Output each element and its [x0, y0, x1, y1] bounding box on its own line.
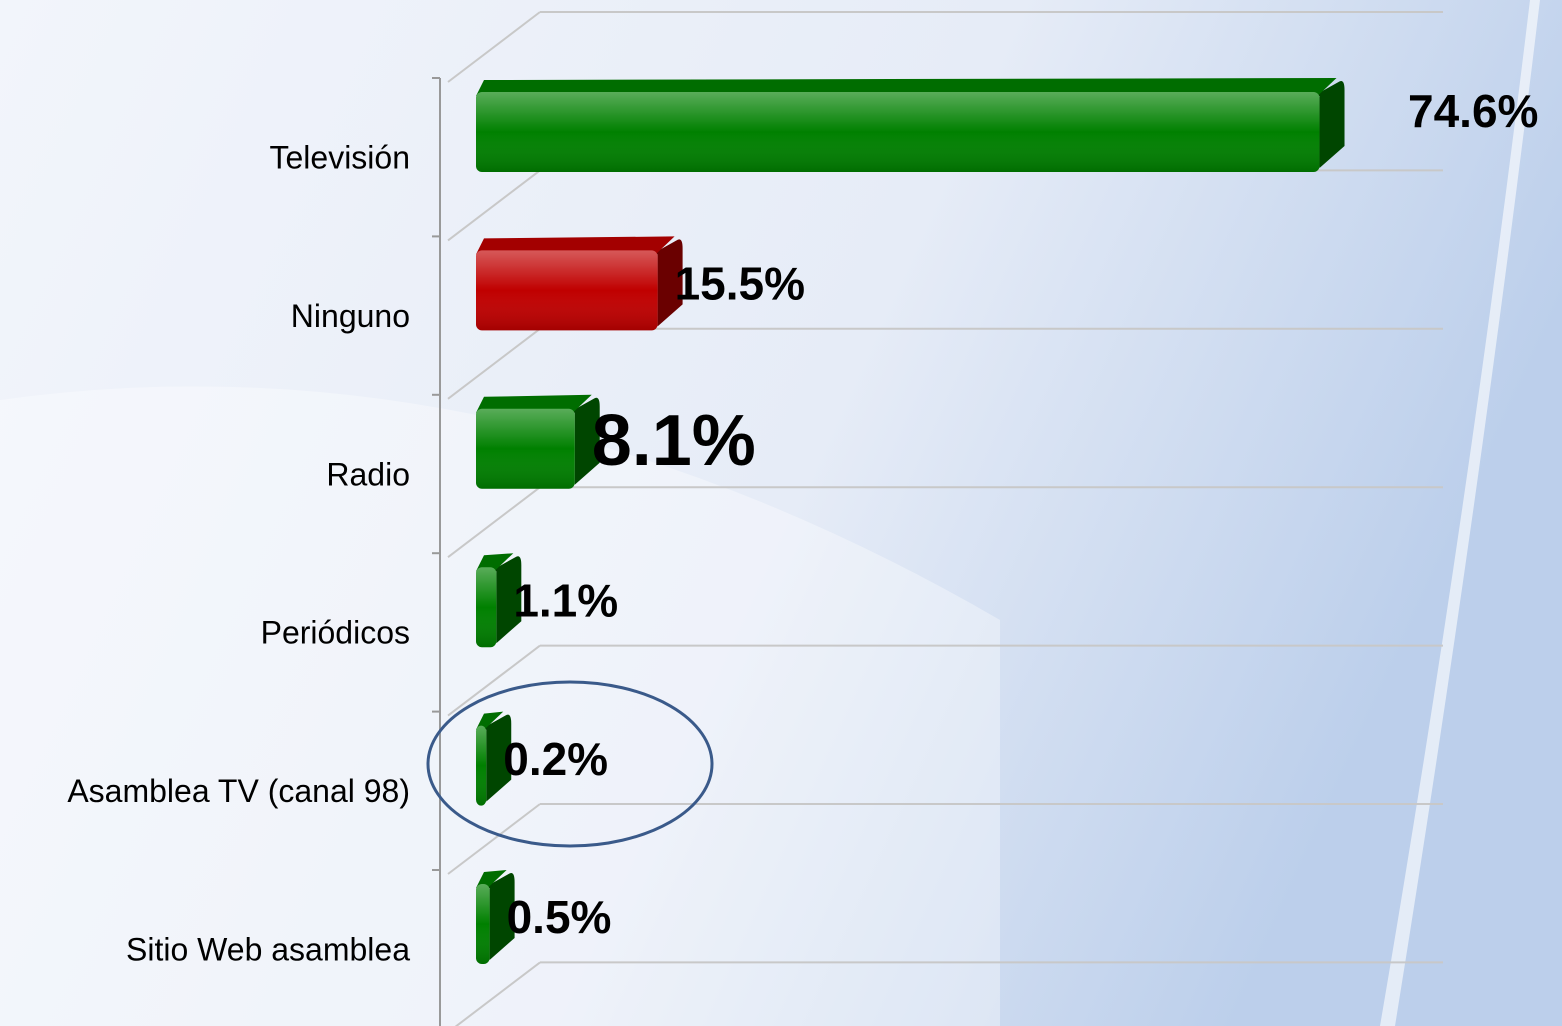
bar-top [476, 553, 514, 572]
grid-line [447, 328, 541, 400]
grid-line [447, 169, 541, 242]
category-label: Sitio Web asamblea [126, 931, 410, 967]
value-label: 15.5% [675, 258, 805, 310]
bar-shine [476, 725, 487, 806]
grid-line [447, 644, 541, 717]
bar-shine [476, 92, 1320, 172]
bar [476, 553, 522, 648]
grid [432, 11, 1443, 1026]
bar-side [1313, 81, 1345, 168]
category-label: Asamblea TV (canal 98) [67, 773, 410, 809]
value-label: 1.1% [513, 574, 618, 626]
category-label: Radio [326, 456, 410, 492]
bar-side [483, 873, 515, 960]
bar-top [476, 394, 592, 413]
grid-line [447, 486, 541, 558]
value-label: 0.2% [503, 733, 608, 785]
bar-shine [476, 250, 658, 331]
swoosh [1380, 0, 1540, 1026]
category-label: Televisión [269, 139, 410, 175]
grid-line [447, 803, 541, 875]
bar [476, 394, 600, 489]
bar-shine [476, 408, 575, 489]
bar-side [568, 397, 600, 485]
bar-side [651, 239, 683, 327]
swoosh [0, 386, 1000, 1026]
bars [476, 78, 1345, 964]
bar-top [476, 236, 675, 255]
bar [476, 236, 683, 331]
bar-shine [476, 884, 490, 964]
bar-shine [476, 567, 497, 648]
bar-top [476, 78, 1337, 96]
bar [476, 78, 1345, 172]
bar-top [476, 870, 507, 888]
bar-side [480, 714, 512, 802]
value-label: 0.5% [507, 891, 612, 943]
category-label: Ninguno [291, 298, 410, 334]
bar [476, 870, 515, 964]
value-label: 8.1% [592, 401, 756, 481]
category-label: Periódicos [261, 615, 410, 651]
bar-top [476, 711, 504, 730]
value-label: 74.6% [1408, 85, 1538, 137]
highlight-ellipse [426, 680, 714, 848]
grid-line [447, 11, 541, 83]
bar [476, 711, 512, 806]
bar-side [490, 556, 522, 644]
grid-line [454, 961, 541, 1026]
